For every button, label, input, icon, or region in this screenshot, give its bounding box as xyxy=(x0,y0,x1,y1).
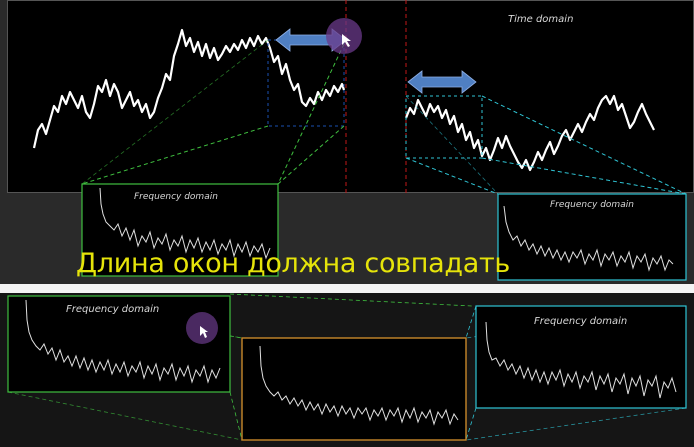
time-signal-right xyxy=(404,94,655,172)
spectrum-panel-bottom-right xyxy=(475,305,687,409)
spectrum-panel-top-right xyxy=(497,193,687,281)
spectrum-panel-bottom-left xyxy=(7,295,231,393)
spectrum-label-bottom-left: Frequency domain xyxy=(66,304,160,315)
caption-text: Длина окон должна совпадать xyxy=(76,248,511,279)
spectrum-label-top-right: Frequency domain xyxy=(550,200,634,210)
cursor-pointer-bottom xyxy=(200,326,208,338)
time-signal-left xyxy=(32,28,346,149)
spectrum-label-bottom-right: Frequency domain xyxy=(534,316,628,327)
window-box-right xyxy=(405,95,483,159)
time-domain-label: Time domain xyxy=(508,14,574,25)
window-width-arrow-right xyxy=(407,70,477,94)
spectrum-panel-bottom-center xyxy=(241,337,467,441)
spectrum-panel-top-left xyxy=(81,183,279,277)
cursor-pointer-top xyxy=(342,34,351,47)
spectrum-label-top-left: Frequency domain xyxy=(134,192,218,202)
window-box-left xyxy=(267,39,345,127)
separator-bar xyxy=(0,284,694,293)
